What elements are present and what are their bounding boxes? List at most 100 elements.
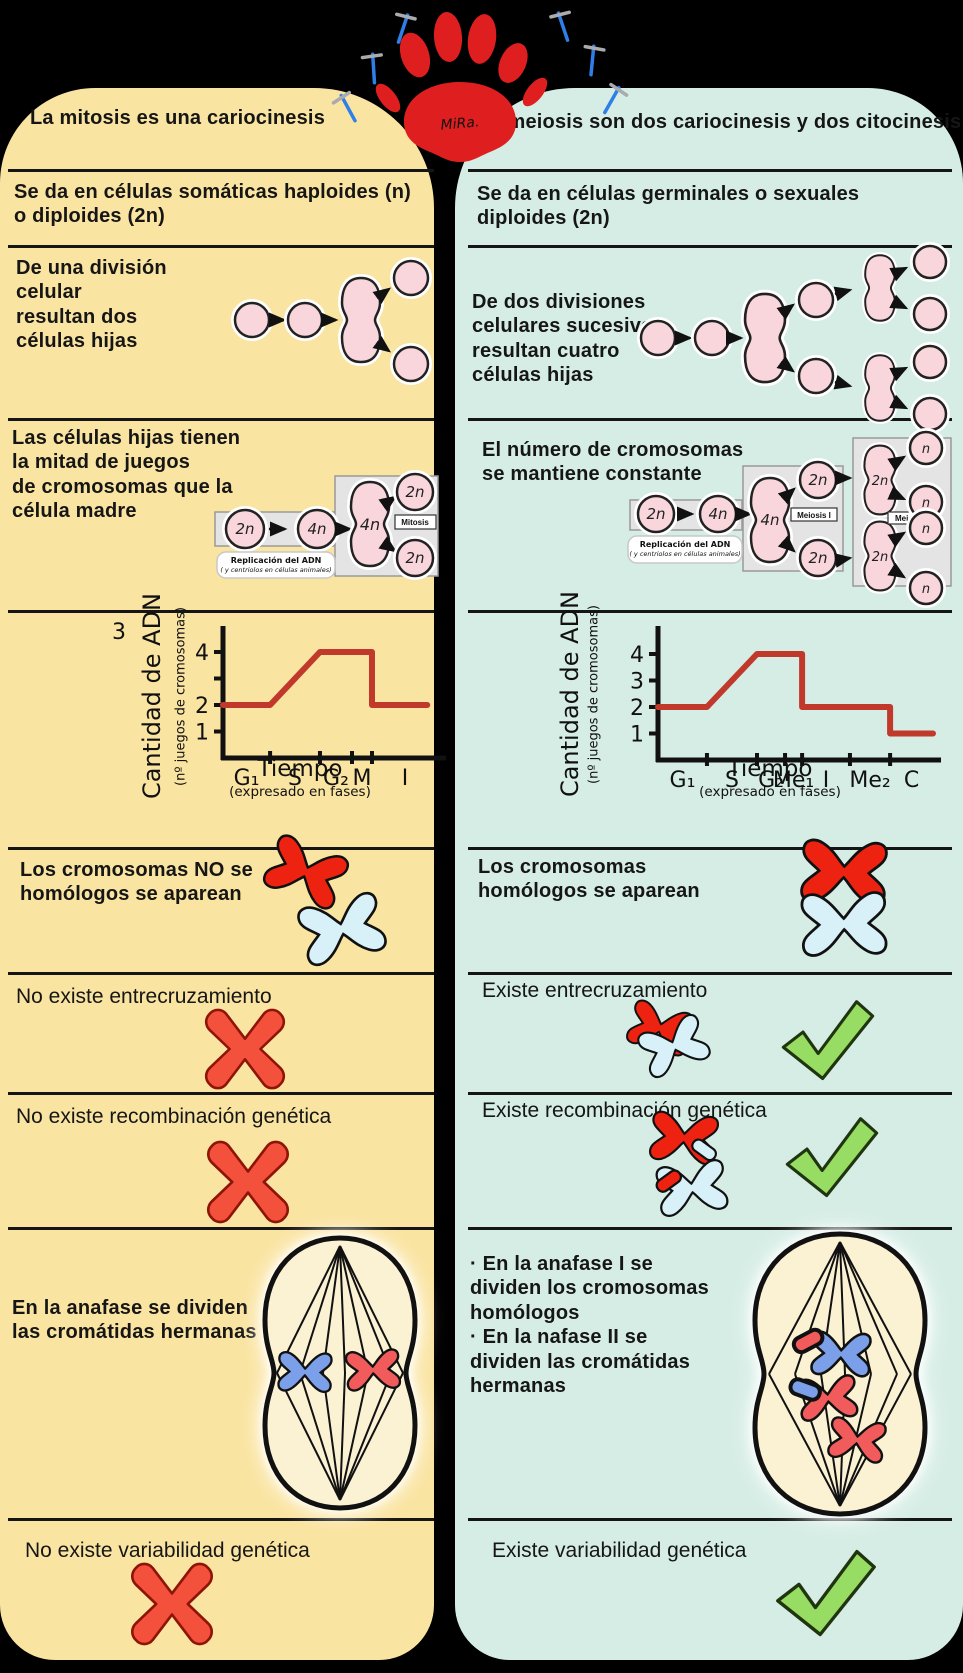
ploidy-label: 2n	[872, 474, 889, 489]
ploidy-label: 2n	[646, 505, 665, 523]
blue-chromosome-recombined	[654, 1158, 730, 1218]
svg-text:S: S	[725, 768, 739, 793]
svg-text:I: I	[402, 766, 409, 791]
daughter-cell: 2n	[393, 536, 437, 580]
daughter-cell	[910, 394, 950, 434]
meiosis-anaphase-text: · En la anafase I se dividen los cromoso…	[470, 1253, 709, 1397]
svg-text:G₂: G₂	[758, 768, 784, 793]
svg-text:Me₁: Me₁	[773, 768, 814, 793]
daughter-cell	[390, 257, 432, 299]
meiosis-pairing-text: Los cromosomas homólogos se aparean	[478, 856, 700, 903]
svg-text:1: 1	[630, 723, 644, 748]
cell	[795, 279, 837, 321]
swapped-segment	[791, 1327, 825, 1355]
mitosis-header: La mitosis es una cariocinesis	[30, 107, 326, 129]
mitosis-recombination-text: No existe recombinación genética	[16, 1105, 332, 1128]
row-divider	[8, 1518, 434, 1521]
process-label-box	[790, 507, 838, 522]
ice-axe-icon	[395, 12, 417, 44]
daughter-cell: n	[906, 508, 946, 548]
ploidy-label: 4n	[307, 520, 326, 538]
dividing-cell: 4n	[751, 478, 789, 562]
dividing-cell: 2n	[864, 446, 895, 515]
replication-note-title: Replicación del ADN	[231, 555, 322, 565]
swapped-segment	[788, 1377, 822, 1402]
meiosis-crossing-over-text: Existe entrecruzamiento	[482, 979, 708, 1002]
svg-text:G₂: G₂	[323, 766, 349, 791]
row-divider	[468, 245, 952, 248]
dividing-cell: 4n	[351, 482, 389, 566]
row-divider	[8, 1227, 434, 1230]
cell	[637, 317, 679, 359]
dividing-cell: 2n	[864, 522, 895, 591]
cell-membrane	[752, 1231, 928, 1517]
daughter-cell: n	[906, 568, 946, 608]
meiosis-chromosome-sets-text: El número de cromosomas se mantiene cons…	[482, 439, 744, 486]
row-divider	[8, 418, 434, 421]
meiosis-chart-xlabel-sub: (expresado en fases)	[699, 784, 841, 800]
ploidy-label: n	[922, 582, 930, 597]
red-chromosome-recombined	[648, 1109, 720, 1167]
svg-text:G₁: G₁	[670, 768, 696, 793]
dividing-cell	[745, 294, 785, 382]
blue-chromosome	[295, 889, 389, 969]
green-check-icon	[785, 1117, 879, 1198]
spindle-fibers	[276, 1245, 404, 1501]
meiosis-division-diagram	[637, 242, 950, 434]
ploidy-label: 4n	[760, 511, 779, 529]
svg-text:4: 4	[195, 641, 209, 666]
ploidy-label: 2n	[808, 549, 827, 567]
ploidy-label: 2n	[872, 550, 889, 565]
mitosis-division-diagram	[231, 257, 432, 385]
ice-axe-icon	[603, 82, 629, 115]
row-divider	[8, 1092, 434, 1095]
mitosis-chart-xlabel: Tiempo	[257, 756, 343, 782]
replication-note-title: Replicación del ADN	[640, 539, 731, 549]
svg-text:4: 4	[630, 643, 644, 668]
replication-note-sub: ( y centriolos en células animales)	[220, 566, 331, 574]
meiosis-ploidy-diagram: 2n 4n Replicación del ADN ( y centriolos…	[627, 428, 952, 608]
daughter-cell: 2n	[393, 470, 437, 514]
crossing-over-chromosomes-diagram	[624, 997, 713, 1081]
green-check-icon	[776, 1549, 876, 1637]
row-divider	[468, 169, 952, 172]
blue-chromosome-recombined	[791, 1327, 873, 1378]
row-divider	[8, 847, 434, 850]
row-divider	[8, 245, 434, 248]
svg-text:C: C	[904, 768, 919, 793]
ice-axe-icon	[549, 10, 571, 42]
dividing-cell	[865, 255, 895, 321]
row-divider	[468, 418, 952, 421]
row-divider	[468, 610, 952, 613]
ploidy-label: 2n	[235, 520, 254, 538]
cell	[795, 355, 837, 397]
row-divider	[468, 1227, 952, 1230]
svg-text:M: M	[353, 766, 372, 791]
cell	[284, 299, 326, 341]
mitosis-divisions-text: De una división celular resultan dos cél…	[16, 257, 167, 353]
process-label-box	[394, 514, 437, 530]
ploidy-label: 4n	[708, 505, 727, 523]
red-chromosome	[260, 831, 352, 913]
process-label: Mitosis	[401, 518, 429, 527]
replication-note-sub: ( y centriolos en células animales)	[629, 550, 740, 558]
mitosis-anaphase-cell-diagram	[262, 1235, 418, 1511]
svg-text:S: S	[288, 766, 302, 791]
row-divider	[468, 1518, 952, 1521]
mitosis-cell-type-text: Se da en células somáticas haploides (n)…	[14, 181, 412, 228]
svg-text:1: 1	[195, 721, 209, 746]
row-divider	[468, 972, 952, 975]
ploidy-label: n	[922, 442, 930, 457]
blue-chromosome	[800, 890, 888, 958]
green-check-icon	[781, 1000, 875, 1081]
red-cross-icon	[204, 1008, 286, 1090]
mitosis-pairing-text: Los cromosomas NO se homólogos se aparea…	[20, 859, 253, 906]
logo-text: MiRa.	[440, 114, 480, 133]
daughter-cell	[910, 342, 950, 382]
meiosis-recombination-text: Existe recombinación genética	[482, 1099, 767, 1122]
process-label: Meiosis I	[797, 511, 831, 520]
meiosis-chart-xlabel: Tiempo	[727, 756, 813, 782]
red-cross-icon	[206, 1140, 290, 1224]
